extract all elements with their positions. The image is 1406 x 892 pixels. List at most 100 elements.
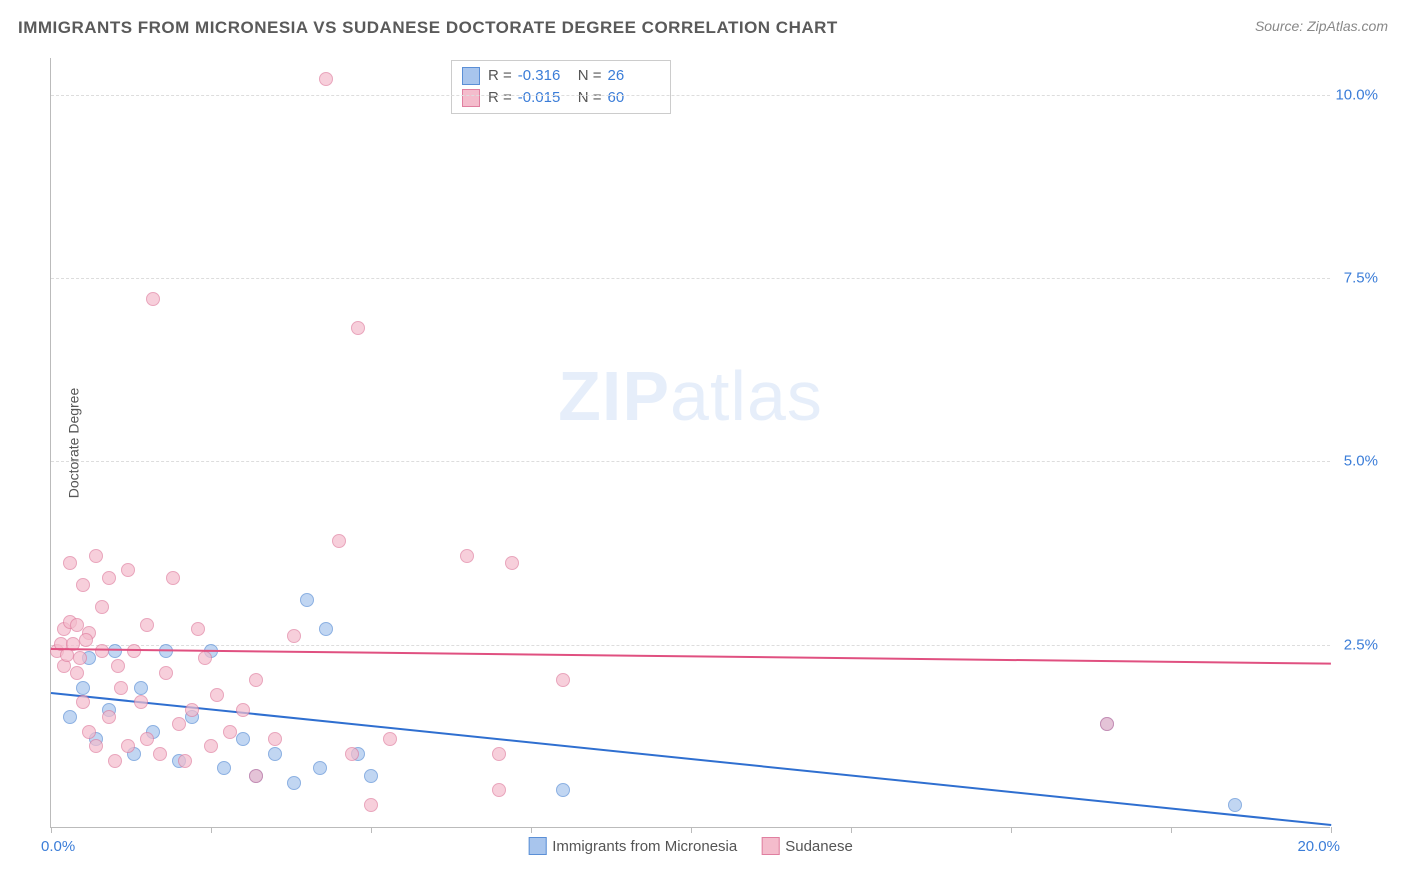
data-point [268, 732, 282, 746]
data-point [172, 717, 186, 731]
data-point [134, 681, 148, 695]
data-point [114, 681, 128, 695]
r-value: -0.015 [518, 87, 570, 109]
data-point [95, 644, 109, 658]
watermark: ZIPatlas [558, 356, 823, 436]
data-point [556, 783, 570, 797]
data-point [76, 578, 90, 592]
x-tick-mark [371, 827, 372, 833]
data-point [166, 571, 180, 585]
data-point [313, 761, 327, 775]
gridline [51, 461, 1330, 462]
data-point [63, 556, 77, 570]
data-point [70, 666, 84, 680]
legend-swatch [761, 837, 779, 855]
data-point [364, 769, 378, 783]
data-point [185, 703, 199, 717]
data-point [249, 673, 263, 687]
n-value: 60 [608, 87, 660, 109]
chart: Doctorate Degree ZIPatlas R =-0.316N =26… [50, 58, 1370, 828]
data-point [287, 629, 301, 643]
source-label: Source: ZipAtlas.com [1255, 18, 1388, 34]
data-point [319, 622, 333, 636]
data-point [319, 72, 333, 86]
r-label: R = [488, 65, 512, 87]
data-point [223, 725, 237, 739]
x-tick-mark [851, 827, 852, 833]
data-point [191, 622, 205, 636]
data-point [332, 534, 346, 548]
legend-swatch [462, 67, 480, 85]
x-tick-max: 20.0% [1297, 838, 1340, 855]
data-point [1100, 717, 1114, 731]
legend-label: Immigrants from Micronesia [552, 838, 737, 855]
data-point [146, 292, 160, 306]
legend-series: Immigrants from Micronesia Sudanese [528, 837, 853, 855]
data-point [140, 732, 154, 746]
r-value: -0.316 [518, 65, 570, 87]
x-tick-mark [1011, 827, 1012, 833]
y-tick-label: 5.0% [1344, 453, 1378, 470]
data-point [364, 798, 378, 812]
data-point [236, 732, 250, 746]
x-tick-min: 0.0% [41, 838, 75, 855]
x-tick-mark [1171, 827, 1172, 833]
data-point [73, 651, 87, 665]
gridline [51, 645, 1330, 646]
y-tick-label: 2.5% [1344, 636, 1378, 653]
data-point [108, 644, 122, 658]
x-tick-mark [51, 827, 52, 833]
legend-label: Sudanese [785, 838, 853, 855]
data-point [351, 321, 365, 335]
data-point [95, 600, 109, 614]
y-tick-label: 10.0% [1335, 86, 1378, 103]
legend-swatch [462, 89, 480, 107]
data-point [460, 549, 474, 563]
data-point [121, 739, 135, 753]
x-tick-mark [211, 827, 212, 833]
gridline [51, 278, 1330, 279]
r-label: R = [488, 87, 512, 109]
data-point [102, 571, 116, 585]
page-title: IMMIGRANTS FROM MICRONESIA VS SUDANESE D… [18, 18, 838, 37]
data-point [492, 747, 506, 761]
data-point [121, 563, 135, 577]
gridline [51, 95, 1330, 96]
n-label: N = [578, 65, 602, 87]
data-point [345, 747, 359, 761]
data-point [287, 776, 301, 790]
data-point [153, 747, 167, 761]
data-point [492, 783, 506, 797]
data-point [383, 732, 397, 746]
x-tick-mark [1331, 827, 1332, 833]
data-point [178, 754, 192, 768]
data-point [204, 739, 218, 753]
data-point [134, 695, 148, 709]
data-point [140, 618, 154, 632]
data-point [89, 549, 103, 563]
data-point [76, 681, 90, 695]
data-point [300, 593, 314, 607]
y-tick-label: 7.5% [1344, 270, 1378, 287]
trend-line [51, 648, 1331, 665]
data-point [249, 769, 263, 783]
data-point [76, 695, 90, 709]
legend-stats: R =-0.316N =26R =-0.015N =60 [451, 60, 671, 114]
x-tick-mark [531, 827, 532, 833]
data-point [102, 710, 116, 724]
legend-item: Sudanese [761, 837, 853, 855]
data-point [70, 618, 84, 632]
data-point [268, 747, 282, 761]
n-label: N = [578, 87, 602, 109]
data-point [82, 725, 96, 739]
data-point [108, 754, 122, 768]
data-point [505, 556, 519, 570]
legend-swatch [528, 837, 546, 855]
data-point [111, 659, 125, 673]
data-point [217, 761, 231, 775]
data-point [89, 739, 103, 753]
data-point [63, 710, 77, 724]
legend-item: Immigrants from Micronesia [528, 837, 737, 855]
data-point [210, 688, 224, 702]
data-point [79, 633, 93, 647]
